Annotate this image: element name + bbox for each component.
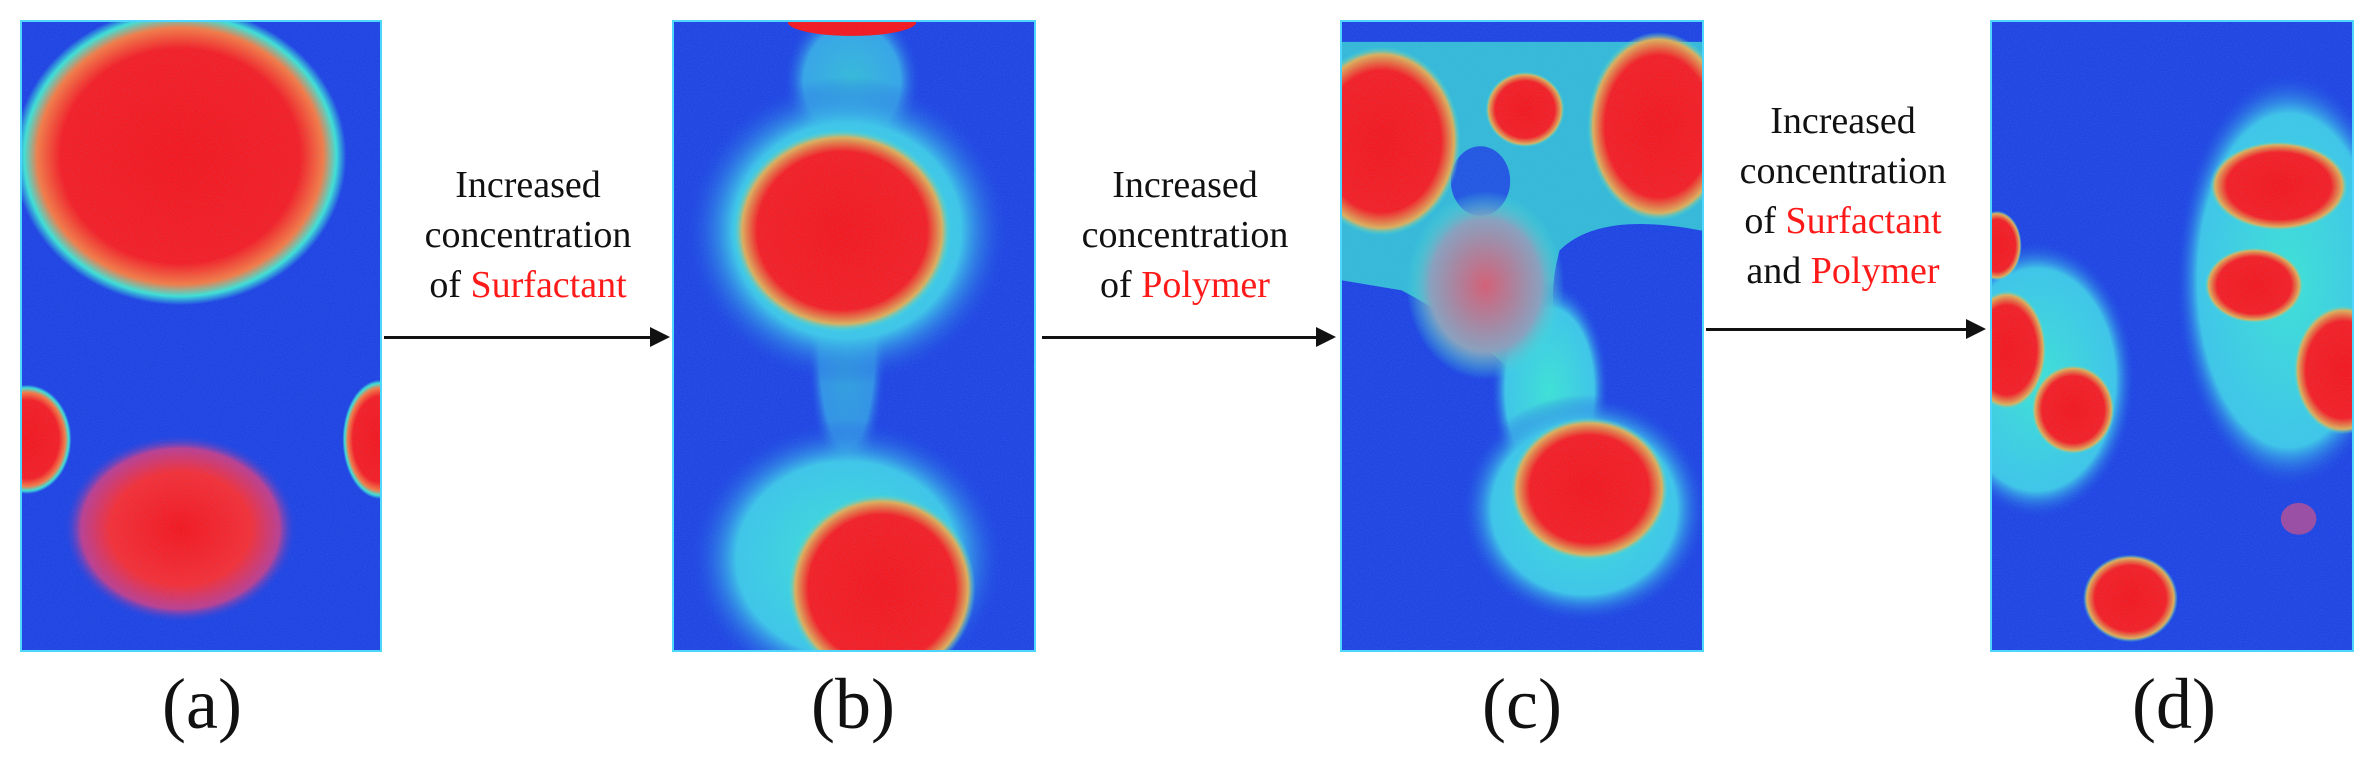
transition-2-arrow — [1042, 327, 1336, 347]
panel-d-caption: (d) — [2132, 664, 2216, 744]
panel-c-image — [1340, 20, 1704, 652]
surfactant-label: Surfactant — [470, 264, 627, 307]
transition-2-label: Increased concentration of Polymer — [1081, 164, 1289, 307]
panel-b-image — [672, 20, 1036, 652]
transition-3-arrow — [1706, 319, 1986, 339]
panel-c-caption: (c) — [1482, 664, 1562, 744]
polymer-label: Polymer — [1810, 250, 1940, 293]
panel-a-caption: (a) — [162, 664, 242, 744]
transition-3-label: Increased concentration of Surfactant an… — [1739, 100, 1947, 293]
transition-1-arrow — [384, 327, 670, 347]
panel-d-image — [1990, 20, 2354, 652]
panel-b-caption: (b) — [811, 664, 895, 744]
polymer-label: Polymer — [1141, 264, 1270, 307]
transition-1-label: Increased concentration of Surfactant — [424, 164, 632, 307]
panel-a-image — [20, 20, 382, 652]
surfactant-label: Surfactant — [1785, 200, 1942, 243]
